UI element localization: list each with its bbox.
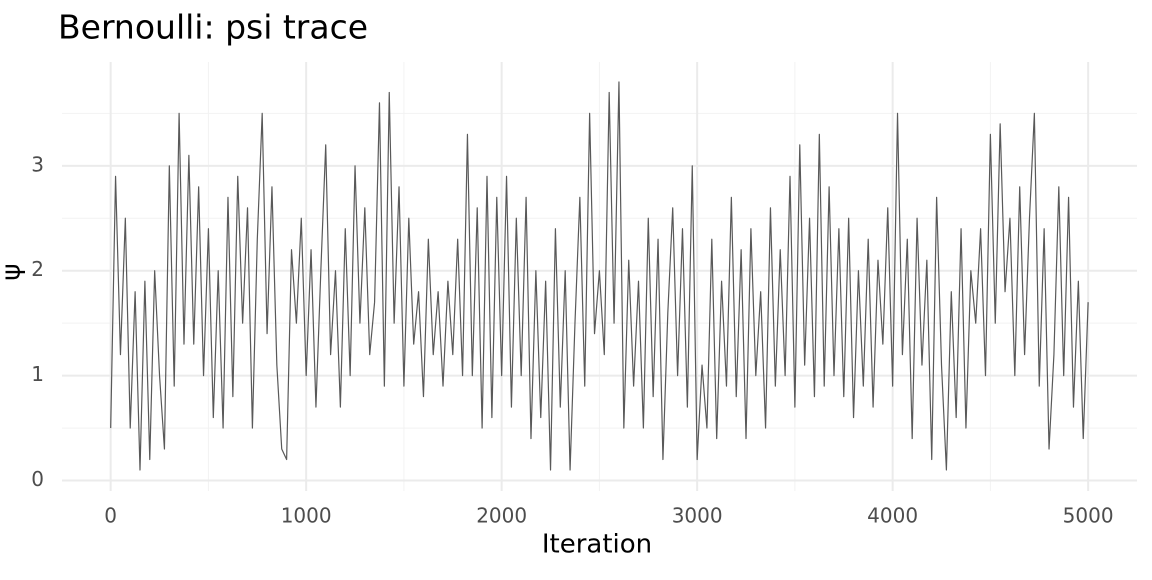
x-tick-label: 0 — [104, 504, 117, 528]
y-tick-label: 3 — [31, 152, 44, 176]
y-tick-label: 1 — [31, 362, 44, 386]
x-tick-label: 1000 — [281, 504, 332, 528]
trace-line — [110, 81, 1089, 471]
y-axis-title: ψ — [0, 263, 27, 280]
y-tick-label: 2 — [31, 257, 44, 281]
chart-title: Bernoulli: psi trace — [58, 8, 368, 47]
x-tick-label: 5000 — [1063, 504, 1114, 528]
y-tick-label: 0 — [31, 467, 44, 491]
x-tick-label: 4000 — [867, 504, 918, 528]
x-axis-title: Iteration — [542, 530, 652, 560]
x-tick-label: 2000 — [476, 504, 527, 528]
x-tick-label: 3000 — [672, 504, 723, 528]
